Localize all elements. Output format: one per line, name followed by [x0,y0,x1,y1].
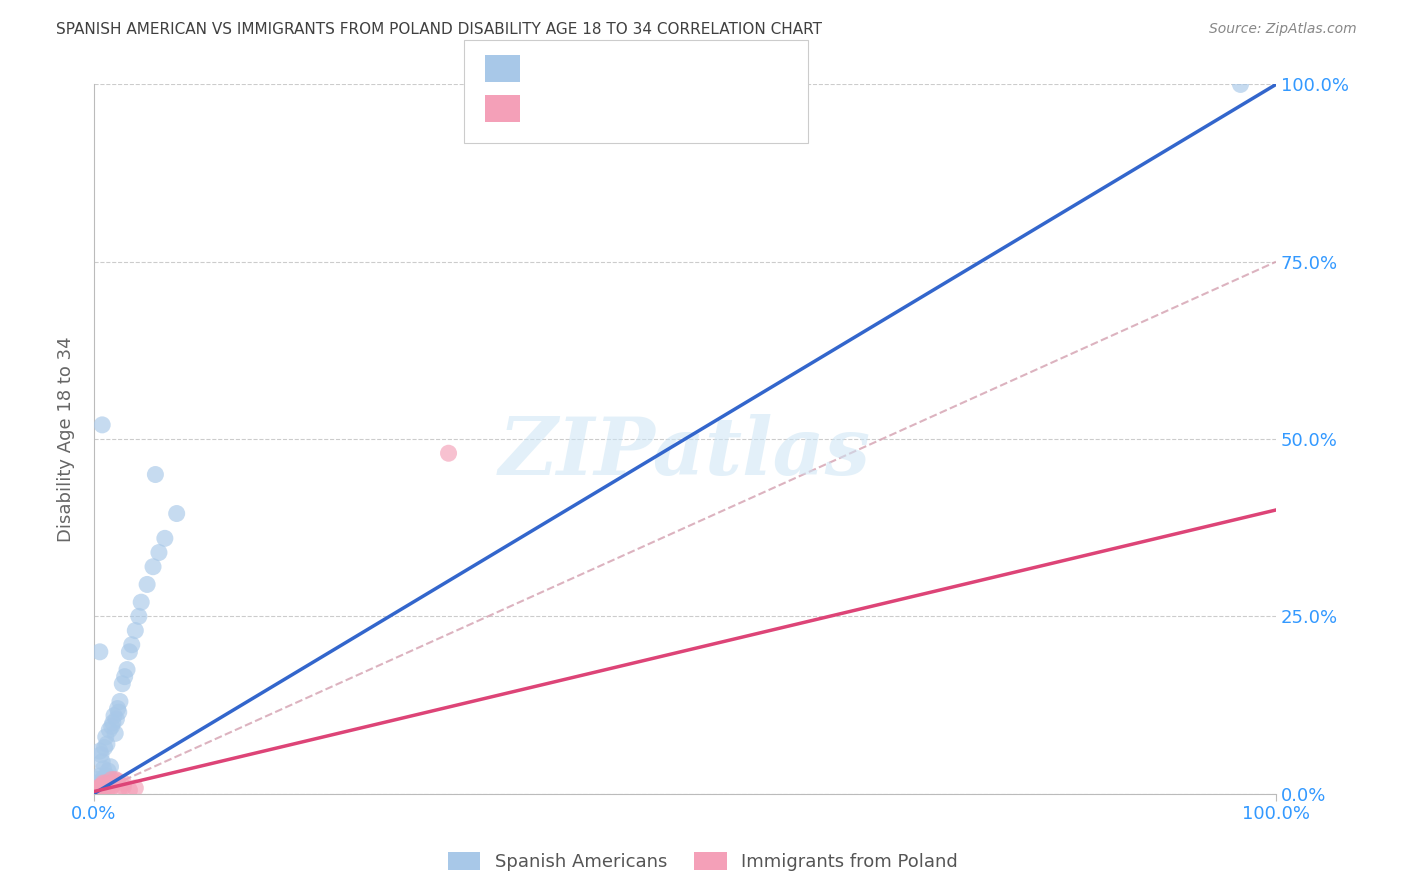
Point [93,771,115,785]
Point [96,769,118,783]
Point [100,760,122,774]
Text: R = 0.573: R = 0.573 [531,100,630,118]
Point [114,670,136,684]
Point [89,645,111,659]
Point [129,595,152,609]
Text: Source: ZipAtlas.com: Source: ZipAtlas.com [1209,22,1357,37]
Text: N = 46: N = 46 [661,60,728,78]
Point [136,577,159,591]
Point [101,715,124,730]
Point [98,723,121,737]
Point [128,609,150,624]
Text: N = 30: N = 30 [661,100,728,118]
Point [94,773,117,788]
Point [121,638,143,652]
Point [107,701,129,715]
Point [90,773,112,788]
Point [101,778,124,792]
Point [93,762,115,776]
Point [89,744,111,758]
Point [89,769,111,783]
Point [124,780,146,795]
Point [112,776,135,790]
Point [108,694,131,708]
Point [108,780,131,795]
Point [94,776,117,790]
Point [100,719,122,733]
Point [98,778,121,792]
Point [91,755,114,769]
Point [104,726,127,740]
Point [107,705,129,719]
Point [93,780,115,795]
Point [437,446,460,460]
Point [87,776,110,790]
Point [90,784,112,798]
Point [115,663,138,677]
Point [93,776,115,790]
Point [86,783,108,797]
Point [90,780,112,794]
Point [112,780,135,794]
Point [91,778,114,792]
Legend: Spanish Americans, Immigrants from Poland: Spanish Americans, Immigrants from Polan… [440,845,966,879]
Point [97,780,120,794]
Point [86,785,108,799]
Point [103,708,125,723]
Point [87,780,110,795]
Point [97,764,120,778]
Point [118,783,141,797]
Point [93,778,115,792]
Point [96,783,118,797]
Point [87,778,110,792]
Point [124,624,146,638]
Point [93,780,115,795]
Point [93,740,115,755]
Point [86,780,108,795]
Point [148,545,170,559]
Point [142,559,165,574]
Point [111,677,134,691]
Point [90,747,112,762]
Point [100,772,122,787]
Point [87,782,110,797]
Point [104,772,127,787]
Point [105,712,128,726]
Point [100,780,122,795]
Text: SPANISH AMERICAN VS IMMIGRANTS FROM POLAND DISABILITY AGE 18 TO 34 CORRELATION C: SPANISH AMERICAN VS IMMIGRANTS FROM POLA… [56,22,823,37]
Point [1229,78,1251,92]
Point [145,467,167,482]
Text: R = 0.842: R = 0.842 [531,60,630,78]
Point [89,784,111,798]
Point [153,532,176,546]
Point [100,776,122,790]
Point [166,507,188,521]
Point [118,645,141,659]
Point [89,780,111,794]
Point [91,780,114,795]
Point [107,773,129,788]
Point [91,782,114,797]
Y-axis label: Disability Age 18 to 34: Disability Age 18 to 34 [58,336,75,541]
Point [86,772,108,787]
Point [91,417,114,432]
Point [94,730,117,744]
Text: ZIPatlas: ZIPatlas [499,415,870,492]
Point [97,778,120,792]
Point [96,737,118,751]
